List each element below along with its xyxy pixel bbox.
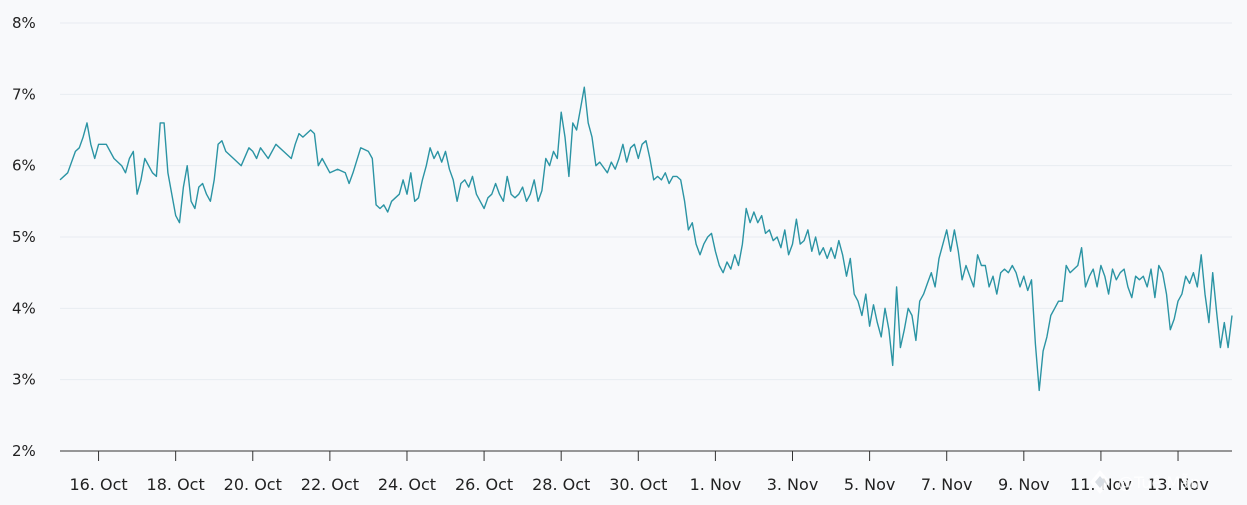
- y-axis-labels: 2% 3% 4% 5% 6% 7% 8%: [12, 14, 36, 460]
- y-tick-label: 6%: [12, 157, 36, 175]
- series-line: [59, 86, 1233, 392]
- x-tick-label: 1. Nov: [690, 475, 742, 494]
- x-tick-label: 16. Oct: [69, 475, 127, 494]
- watermark-text: @Tuệ Mẫn: [1118, 473, 1200, 492]
- gridlines: [60, 22, 1232, 381]
- x-tick-label: 24. Oct: [378, 475, 436, 494]
- y-tick-label: 4%: [12, 299, 36, 317]
- y-tick-label: 5%: [12, 228, 36, 246]
- x-tick-label: 13. Nov: [1147, 475, 1209, 494]
- y-tick-label: 8%: [12, 14, 36, 32]
- watermark-logo-icon: [1090, 470, 1110, 494]
- series-layer: [59, 86, 1233, 392]
- x-tick-label: 22. Oct: [301, 475, 359, 494]
- x-tick-label: 20. Oct: [224, 475, 282, 494]
- x-tick-label: 28. Oct: [532, 475, 590, 494]
- watermark: @Tuệ Mẫn: [1090, 470, 1200, 494]
- y-tick-label: 3%: [12, 371, 36, 389]
- y-tick-label: 7%: [12, 85, 36, 103]
- x-axis-ticks: 16. Oct 18. Oct 20. Oct 22. Oct 24. Oct 26. O…: [69, 451, 1209, 494]
- x-tick-label: 3. Nov: [767, 475, 819, 494]
- x-tick-label: 9. Nov: [998, 475, 1050, 494]
- y-tick-label: 2%: [12, 442, 36, 460]
- x-tick-label: 7. Nov: [921, 475, 973, 494]
- x-tick-label: 5. Nov: [844, 475, 896, 494]
- x-tick-label: 26. Oct: [455, 475, 513, 494]
- x-tick-label: 30. Oct: [609, 475, 667, 494]
- x-tick-label: 18. Oct: [147, 475, 205, 494]
